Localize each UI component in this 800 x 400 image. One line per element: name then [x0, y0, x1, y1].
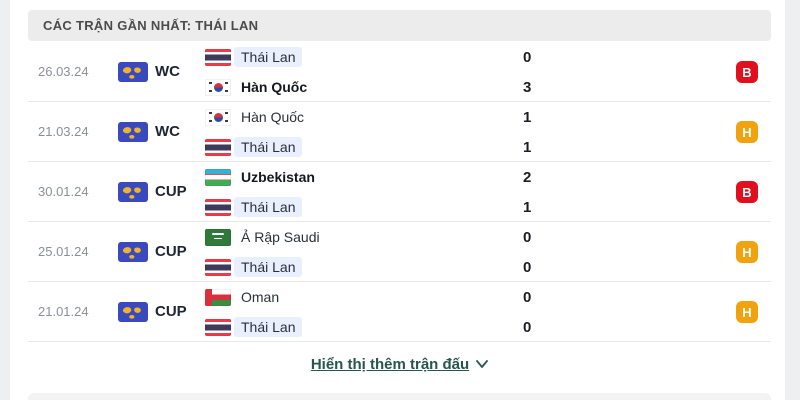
away-team-name: Thái Lan — [234, 257, 303, 277]
competition-label: WC — [155, 123, 180, 140]
home-team-name: Hàn Quốc — [241, 109, 305, 125]
home-team-name: Ả Rập Saudi — [241, 229, 320, 245]
thailand-flag-icon — [205, 48, 231, 66]
competition-label: CUP — [155, 243, 187, 260]
match-list: 26.03.24 WC Thái Lan Hàn Quốc 0 3 B 21.0… — [28, 42, 771, 342]
result-badge: H — [736, 121, 758, 143]
away-team-name: Thái Lan — [234, 317, 303, 337]
match-row[interactable]: 30.01.24 CUP Uzbekistan Thái Lan 2 1 B — [28, 162, 771, 222]
thailand-flag-icon — [205, 138, 231, 156]
competition-label: CUP — [155, 183, 187, 200]
show-more-row: Hiển thị thêm trận đấu — [0, 343, 800, 385]
away-team-name: Thái Lan — [234, 137, 303, 157]
match-date: 30.01.24 — [38, 184, 89, 199]
south-korea-flag-icon — [205, 108, 231, 126]
away-score: 3 — [523, 78, 532, 96]
match-row[interactable]: 21.03.24 WC Hàn Quốc Thái Lan 1 1 H — [28, 102, 771, 162]
match-date: 25.01.24 — [38, 244, 89, 259]
world-map-icon — [118, 122, 148, 142]
match-row[interactable]: 26.03.24 WC Thái Lan Hàn Quốc 0 3 B — [28, 42, 771, 102]
thailand-flag-icon — [205, 318, 231, 336]
away-team-name: Hàn Quốc — [241, 79, 308, 95]
match-row[interactable]: 25.01.24 CUP Ả Rập Saudi Thái Lan 0 0 H — [28, 222, 771, 282]
result-badge: B — [736, 61, 758, 83]
home-score: 0 — [523, 228, 532, 246]
show-more-link[interactable]: Hiển thị thêm trận đấu — [311, 356, 489, 373]
chevron-down-icon — [476, 360, 489, 368]
competition-label: CUP — [155, 303, 187, 320]
home-score: 0 — [523, 48, 532, 66]
saudi-arabia-flag-icon — [205, 228, 231, 246]
home-team-name: Thái Lan — [234, 47, 303, 67]
next-section-bar — [28, 393, 771, 400]
thailand-flag-icon — [205, 258, 231, 276]
home-team-name: Uzbekistan — [241, 169, 315, 185]
section-title: CÁC TRẬN GẦN NHẤT: THÁI LAN — [43, 18, 259, 33]
match-date: 26.03.24 — [38, 64, 89, 79]
thailand-flag-icon — [205, 198, 231, 216]
world-map-icon — [118, 182, 148, 202]
oman-flag-icon — [205, 288, 231, 306]
south-korea-flag-icon — [205, 78, 231, 96]
match-row[interactable]: 21.01.24 CUP Oman Thái Lan 0 0 H — [28, 282, 771, 342]
result-badge: H — [736, 241, 758, 263]
show-more-label: Hiển thị thêm trận đấu — [310, 355, 470, 373]
result-badge: B — [736, 181, 758, 203]
away-score: 0 — [523, 258, 532, 276]
match-date: 21.01.24 — [38, 304, 89, 319]
world-map-icon — [118, 242, 148, 262]
world-map-icon — [118, 302, 148, 322]
result-badge: H — [736, 301, 758, 323]
competition-label: WC — [155, 63, 180, 80]
away-score: 1 — [523, 198, 532, 216]
home-score: 1 — [523, 108, 532, 126]
home-team-name: Oman — [241, 289, 280, 305]
section-header: CÁC TRẬN GẦN NHẤT: THÁI LAN — [28, 10, 771, 41]
match-date: 21.03.24 — [38, 124, 89, 139]
world-map-icon — [118, 62, 148, 82]
home-score: 2 — [523, 168, 532, 186]
away-score: 1 — [523, 138, 532, 156]
away-team-name: Thái Lan — [234, 197, 303, 217]
home-score: 0 — [523, 288, 532, 306]
uzbekistan-flag-icon — [205, 168, 231, 186]
away-score: 0 — [523, 318, 532, 336]
